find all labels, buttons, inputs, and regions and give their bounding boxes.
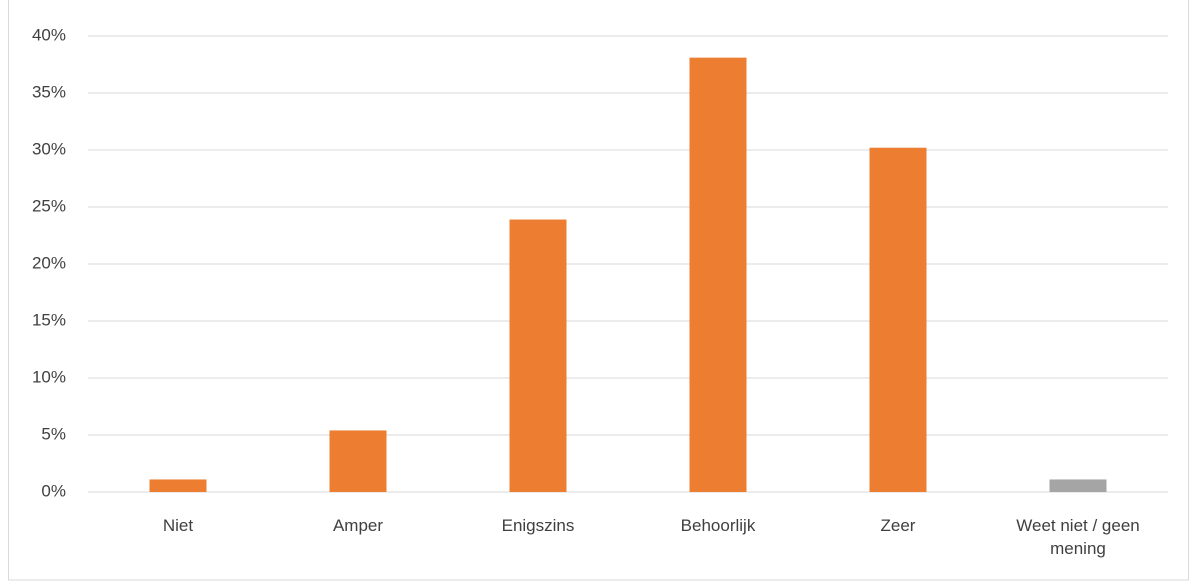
x-tick-label: Amper [332,516,384,535]
x-tick-label: Niet [162,516,194,535]
y-tick-label: 30% [32,139,66,158]
bar [869,147,927,492]
y-tick-label: 20% [32,253,66,272]
y-tick-label: 5% [41,424,66,443]
bar [149,479,207,492]
x-tick-label: Weet niet / geen mening [1016,516,1140,558]
chart-border [8,0,1189,581]
y-tick-label: 40% [32,25,66,44]
bar [509,219,567,493]
y-tick-label: 25% [32,196,66,215]
x-tick-label: Zeer [880,516,916,535]
bar [329,430,387,492]
bar [689,57,747,492]
bar [1049,479,1107,492]
y-tick-label: 35% [32,82,66,101]
x-tick-label: Enigszins [501,516,575,535]
y-tick-label: 15% [32,310,66,329]
y-tick-label: 0% [41,481,66,500]
x-tick-label: Behoorlijk [680,516,756,535]
y-tick-label: 10% [32,367,66,386]
